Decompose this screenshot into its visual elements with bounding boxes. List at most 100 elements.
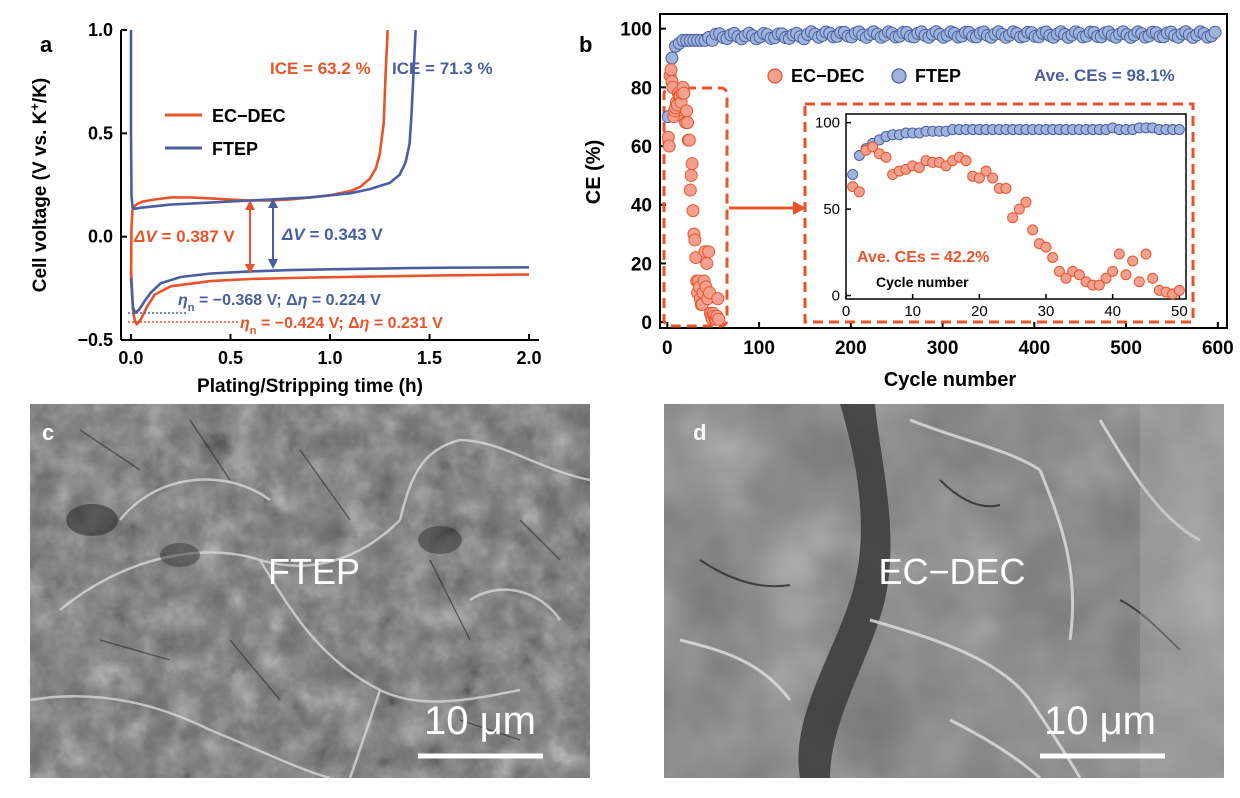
x-tick-label: 200 [835,338,867,359]
inset-x-tick-label: 20 [971,303,988,320]
panel-a: a 0.0 0.5 1.0 1.5 2.0 −0.50.00.51.0 Plating/… [27,20,542,397]
inset-point-ftep [847,169,859,181]
x-tick-label: 600 [1202,338,1234,359]
inset-point-ec-dec [1147,272,1159,284]
delta-v-arrows [245,198,278,274]
data-point-ftep [1208,25,1222,39]
sem-label-ftep: FTEP [268,551,360,592]
inset-point-ec-dec [980,165,992,177]
panel-b-y-axis-label: CE (%) [583,140,605,204]
inset-point-ec-dec [1073,269,1085,281]
y-tick-label: 20 [631,254,652,275]
x-tick-label: 400 [1018,338,1050,359]
inset-point-ec-dec [1100,272,1112,284]
panel-label-a: a [40,32,53,57]
voltage-curve-ftep [129,30,417,211]
inset-point-ec-dec [913,162,925,174]
data-point-ec-dec [700,256,714,270]
ftep-average-ce: Ave. CEs = 98.1% [1034,66,1175,85]
ice-ec-dec-label: ICE = 63.2 % [270,59,371,78]
delta-v-ftep-label: ΔV = 0.343 V [281,225,383,244]
data-point-ec-dec [677,86,691,100]
data-point-ec-dec [680,104,694,118]
inset-point-ec-dec [1120,269,1132,281]
data-point-ec-dec [685,157,699,171]
panel-b-x-ticks: 0 100 200 300 400 500 600 [662,322,1234,359]
inset-y-tick-label: 50 [823,201,840,218]
inset-x-axis-label: Cycle number [876,274,969,290]
inset-point-ec-dec [1127,255,1139,267]
scale-bar-label: 10 μm [424,699,536,743]
data-point-ec-dec [688,233,702,247]
y-tick-label: 40 [631,196,652,217]
data-point-ec-dec [664,63,678,77]
inset-y-tick-label: 0 [832,288,840,305]
panel-label-d: d [693,420,706,445]
arrowhead-up-icon [245,200,255,210]
data-point-ftep [665,51,679,65]
data-point-ec-dec [711,292,725,306]
data-point-ec-dec [689,251,703,265]
data-point-ec-dec [712,312,726,326]
x-tick-label: 500 [1110,338,1142,359]
panel-b-y-ticks: 0 20 40 60 80 100 [620,20,666,334]
data-point-ec-dec [681,116,695,130]
inset-x-tick-label: 50 [1171,303,1188,320]
inset-point-ec-dec [987,172,999,184]
inset-point-ec-dec [853,186,865,198]
panel-a-legend: EC−DEC FTEP [165,106,286,159]
data-point-ec-dec [686,204,700,218]
panel-b-x-axis-label: Cycle number [884,369,1016,391]
inset-x-tick-label: 10 [904,303,921,320]
inset-series [847,122,1185,300]
x-tick-label: 100 [743,338,775,359]
arrowhead-down-icon [245,264,255,274]
inset-point-ec-dec [1020,196,1032,208]
inset-point-ec-dec [1047,252,1059,264]
y-tick-label: 0.0 [88,227,113,247]
inset-x-tick-label: 30 [1038,303,1055,320]
inset-point-ec-dec [973,172,985,184]
inset-point-ec-dec [1093,279,1105,291]
data-point-ec-dec [702,245,716,259]
inset-axes [845,113,1187,300]
arrowhead-up-icon [268,198,278,208]
inset-point-ec-dec [1173,284,1185,296]
inset-x-tick-label: 0 [842,303,850,320]
panel-a-series [129,30,530,326]
y-tick-label: 80 [631,78,652,99]
inset-point-ec-dec [1113,248,1125,260]
panel-label-b: b [579,32,592,57]
highlight-box [662,86,729,328]
arrow-right-icon [793,201,806,215]
panel-label-c: c [42,420,54,445]
inset-y-ticks: 0 50 100 [815,115,851,305]
x-tick-label: 0 [662,338,673,359]
legend-label-ftep: FTEP [915,66,961,86]
inset-point-ec-dec [1027,224,1039,236]
panel-a-x-axis-label: Plating/Stripping time (h) [197,376,423,397]
panel-b-inset: 0 10 20 30 40 50 0 50 100 Ave. CEs = 42.2% Cycl… [803,102,1195,324]
inset-point-ec-dec [1140,248,1152,260]
data-point-ec-dec [683,183,697,197]
data-point-ec-dec [684,168,698,182]
x-tick-label: 1.5 [417,348,442,368]
arrowhead-down-icon [268,259,278,269]
inset-point-ec-dec [960,155,972,167]
inset-point-ftep [1173,124,1185,136]
legend-label-ec-dec: EC−DEC [791,66,865,86]
x-tick-label: 300 [927,338,959,359]
y-tick-label: 1.0 [88,20,113,40]
legend-label-ftep: FTEP [212,139,258,159]
panel-c: c FTEP 10 μm [30,404,590,778]
sem-label-ec-dec: EC−DEC [878,551,1025,592]
panel-b-series [661,25,1222,326]
y-tick-label: −0.5 [77,330,113,350]
inset-point-ec-dec [1107,265,1119,277]
panel-a-x-ticks: 0.0 0.5 1.0 1.5 2.0 [118,334,542,368]
scale-bar-label: 10 μm [1044,699,1156,743]
panel-a-y-axis-label: Cell voltage (V vs. K+/K) [27,78,52,293]
sem-image-ftep [30,404,590,778]
